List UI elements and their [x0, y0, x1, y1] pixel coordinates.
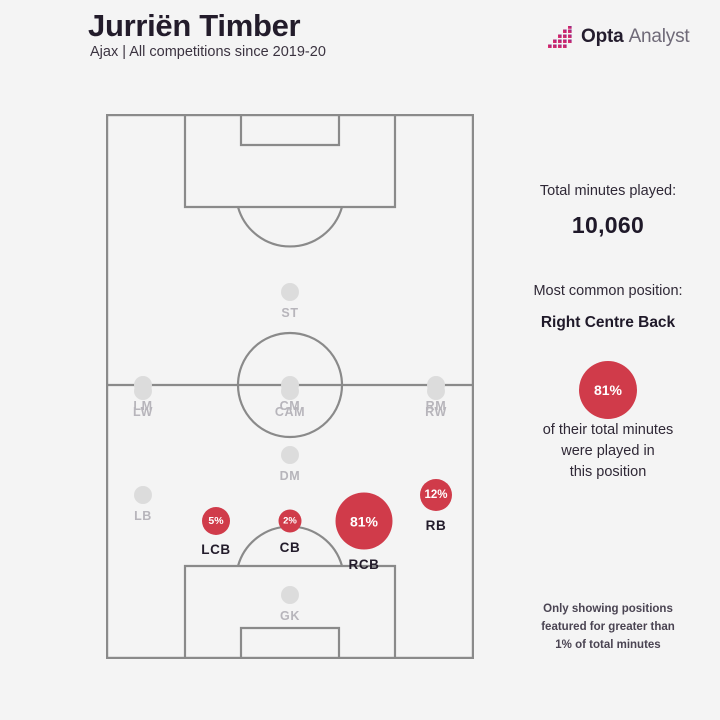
- total-minutes-value: 10,060: [571, 212, 645, 238]
- share-description-line-1: of their total minutes: [542, 422, 674, 438]
- pitch-lines: [106, 114, 474, 659]
- page-title: Jurriën Timber: [88, 8, 301, 43]
- footnote-line-1: Only showing positions: [543, 603, 673, 615]
- logo-brand: Opta: [581, 26, 624, 47]
- position-marker-st: [281, 283, 299, 301]
- share-description-line-2: were played in: [561, 443, 655, 459]
- position-value-lcb: 5%: [208, 515, 224, 527]
- footnote-line-2: featured for greater than: [541, 621, 675, 633]
- position-marker-cb: 2%: [278, 509, 302, 533]
- most-common-position-caption: Most common position:: [533, 283, 683, 299]
- position-label-cb: CB: [279, 539, 301, 555]
- footnote: Only showing positions featured for grea…: [508, 600, 708, 654]
- position-label-cam: CAM: [274, 405, 306, 419]
- footnote-line-3: 1% of total minutes: [555, 639, 661, 651]
- position-label-rb: RB: [425, 518, 447, 533]
- position-marker-gk: [281, 586, 299, 604]
- position-value-rb: 12%: [424, 489, 448, 501]
- position-marker-cm: [281, 376, 299, 394]
- position-label-st: ST: [281, 306, 299, 320]
- position-value-rcb: 81%: [349, 513, 379, 529]
- position-label-lb: LB: [134, 509, 152, 523]
- position-label-cm: CM: [279, 399, 301, 413]
- position-marker-rcb: 81%: [335, 492, 393, 550]
- position-label-lcb: LCB: [201, 542, 231, 557]
- total-minutes-caption: Total minutes played:: [539, 183, 677, 199]
- position-marker-lb: [134, 486, 152, 504]
- share-description-line-3: this position: [569, 464, 647, 480]
- position-label-rcb: RCB: [348, 556, 380, 572]
- position-marker-lm: [134, 376, 152, 394]
- bar-chart-icon: [548, 26, 574, 48]
- most-common-position-value: Right Centre Back: [540, 314, 676, 331]
- position-marker-lcb: 5%: [202, 507, 230, 535]
- position-label-gk: GK: [280, 609, 300, 623]
- position-label-rw: RW: [425, 405, 447, 419]
- position-label-lm: LM: [133, 399, 153, 413]
- opta-analyst-logo: Opta Analyst: [548, 24, 690, 50]
- page-subtitle: Ajax | All competitions since 2019-20: [90, 44, 326, 60]
- position-value-cb: 2%: [283, 515, 297, 527]
- logo-wordmark: Opta Analyst: [581, 26, 690, 48]
- position-marker-rm: [427, 376, 445, 394]
- pitch-diagram: ST LW CAM RW LM CM RM DM LB 5% LCB 2% CB 81% RCB 12% RB G…: [106, 114, 474, 659]
- position-marker-rb: 12%: [420, 479, 452, 511]
- position-label-rm: RM: [425, 399, 447, 413]
- share-description: of their total minutes were played in th…: [508, 420, 708, 483]
- logo-product: Analyst: [628, 26, 690, 47]
- position-label-lw: LW: [133, 405, 153, 419]
- share-percentage-badge: 81%: [579, 361, 637, 419]
- position-marker-dm: [281, 446, 299, 464]
- position-label-dm: DM: [279, 469, 301, 483]
